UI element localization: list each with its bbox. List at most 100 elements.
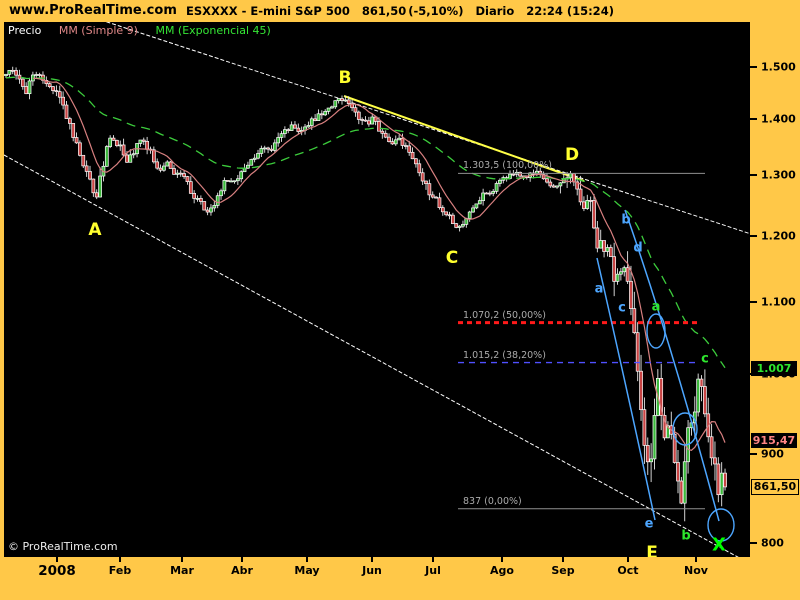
highlight-ellipse[interactable]: [707, 508, 735, 542]
highlight-ellipse[interactable]: [646, 313, 666, 349]
trendline[interactable]: [4, 154, 745, 557]
time-axis-label: Feb: [108, 564, 132, 577]
candle-body-down: [182, 173, 186, 177]
candle-body-down: [84, 165, 89, 172]
candle-body-down: [548, 181, 553, 187]
candle-body-up: [256, 153, 260, 159]
candle-body-up: [666, 425, 670, 439]
candle-body-down: [155, 161, 160, 169]
candle-body-up: [229, 180, 233, 183]
sma9-line[interactable]: [32, 77, 726, 451]
trendline[interactable]: [95, 22, 750, 236]
candle-body-up: [128, 154, 133, 163]
candle-body-down: [67, 118, 72, 124]
candle-body-down: [205, 209, 210, 213]
candle-body-up: [276, 137, 281, 144]
candle-body-up: [212, 205, 217, 209]
price-axis-label: 1.100: [761, 295, 796, 309]
candle-body-down: [551, 185, 556, 188]
price-badge: 861,50: [751, 478, 799, 495]
candle-body-down: [188, 181, 193, 194]
candle-body-up: [259, 148, 264, 154]
ema45-line[interactable]: [5, 76, 726, 369]
time-axis-label: Mar: [170, 564, 194, 577]
time-axis-tick: [306, 557, 308, 562]
price-axis-tick: [750, 174, 757, 177]
price-axis-label: 1.300: [761, 168, 796, 182]
candle-body-up: [235, 178, 240, 182]
candle-body-down: [444, 211, 449, 216]
price-axis-tick: [750, 542, 757, 544]
candle-body-down: [81, 154, 86, 167]
candle-body-down: [380, 130, 385, 134]
candle-body-up: [246, 164, 250, 169]
candle-body-down: [71, 123, 76, 138]
price-axis-label: 1.500: [761, 60, 796, 74]
candle-body-up: [461, 223, 465, 227]
wave-channel-line[interactable]: [596, 257, 656, 521]
candle-body-up: [306, 125, 311, 128]
trendline[interactable]: [343, 95, 585, 182]
candle-body-up: [239, 171, 244, 180]
candle-body-down: [578, 188, 583, 203]
wave-label-a: a: [594, 281, 604, 297]
candle-body-down: [363, 119, 368, 122]
candle-body-up: [222, 180, 227, 192]
candle-body-down: [47, 83, 52, 88]
price-axis-tick: [750, 300, 757, 303]
price-axis-label: 900: [761, 447, 784, 461]
candle-body-down: [269, 148, 274, 151]
candle-body-up: [252, 157, 257, 160]
candle-body-up: [652, 415, 657, 460]
candle-body-down: [629, 280, 633, 309]
candle-body-up: [508, 173, 512, 179]
title-bar: www.ProRealTime.com ESXXXX - E-mini S&P …: [0, 0, 800, 22]
wave-label-C: C: [445, 248, 459, 268]
candle-body-down: [403, 145, 408, 147]
time-axis-tick: [695, 557, 697, 562]
candle-body-down: [676, 462, 680, 482]
candlestick-chart[interactable]: [4, 22, 750, 557]
candle-body-down: [407, 145, 412, 153]
candle-body-down: [639, 370, 643, 411]
candle-body-down: [625, 267, 630, 282]
legend-sma9-label[interactable]: MM (Simple 9): [58, 24, 138, 37]
candle-body-up: [330, 106, 334, 109]
candle-body-down: [172, 168, 176, 175]
wave-label-a: a: [651, 299, 661, 315]
candle-body-down: [424, 180, 428, 184]
highlight-ellipse[interactable]: [672, 412, 698, 446]
candle-body-up: [272, 142, 277, 151]
time-axis-label: Sep: [551, 564, 575, 577]
candle-body-down: [125, 154, 129, 163]
legend-price-label[interactable]: Precio: [8, 24, 42, 37]
candle-body-down: [377, 121, 381, 132]
wave-label-b: b: [621, 212, 631, 228]
candle-body-up: [558, 182, 563, 187]
candle-body-up: [467, 211, 472, 219]
indicator-legend: Precio MM (Simple 9) MM (Exponencial 45): [8, 24, 285, 37]
candle-body-down: [575, 181, 580, 190]
price-axis-tick: [750, 66, 757, 68]
legend-ema45-label[interactable]: MM (Exponencial 45): [155, 24, 271, 37]
time-axis-label: Ago: [490, 564, 514, 577]
time-axis-tick: [56, 557, 58, 562]
wave-channel-line[interactable]: [624, 209, 720, 522]
candle-body-down: [662, 415, 667, 439]
fib-level-label: 837 (0,00%): [463, 495, 522, 507]
price-axis-tick: [750, 118, 757, 121]
candle-body-down: [383, 132, 388, 138]
prorealtime-branding: www.ProRealTime.com: [9, 3, 177, 18]
candle-body-down: [679, 480, 684, 504]
candle-body-up: [316, 113, 321, 121]
candle-body-down: [518, 171, 522, 177]
time-axis-tick: [627, 557, 629, 562]
candle-body-down: [64, 104, 69, 119]
time-axis-label: Abr: [231, 564, 253, 577]
wave-label-D: D: [564, 145, 580, 165]
chart-plot-area[interactable]: Precio MM (Simple 9) MM (Exponencial 45)…: [4, 22, 750, 557]
candle-body-down: [51, 86, 55, 92]
candle-body-down: [420, 172, 425, 182]
price-change: (-5,10%): [408, 4, 464, 18]
candle-body-down: [447, 214, 452, 217]
